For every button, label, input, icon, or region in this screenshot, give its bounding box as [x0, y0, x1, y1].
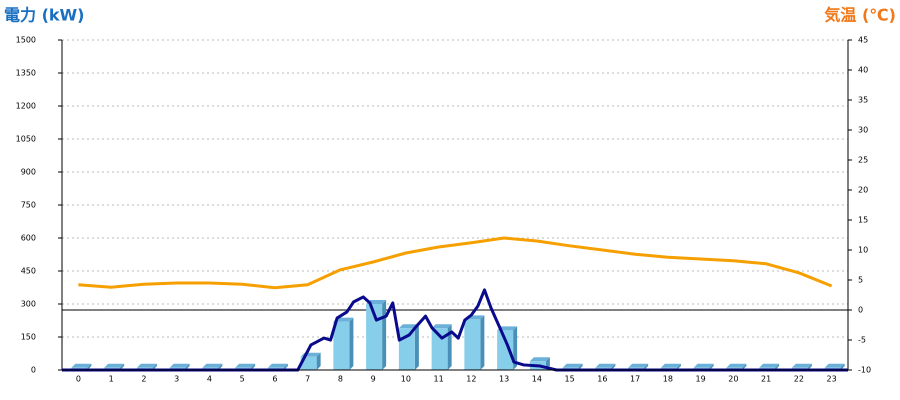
- bar-side: [709, 363, 714, 370]
- x-tick-label: 3: [174, 375, 179, 384]
- bar-top: [431, 324, 452, 329]
- x-tick-label: 20: [728, 375, 738, 384]
- bar-side: [251, 363, 256, 370]
- bar-top: [824, 363, 845, 368]
- bar-top: [267, 363, 288, 368]
- x-tick-label: 17: [630, 375, 640, 384]
- y2-tick-label: -10: [858, 366, 871, 375]
- bar: [398, 328, 415, 370]
- bar-side: [185, 363, 190, 370]
- x-tick-label: 22: [794, 375, 804, 384]
- bar-side: [414, 324, 419, 370]
- bar-top: [791, 363, 812, 368]
- y2-tick-label: 25: [858, 156, 868, 165]
- y2-tick-label: 40: [858, 66, 868, 75]
- bar-top: [235, 363, 256, 368]
- y2-tick-label: 35: [858, 96, 868, 105]
- y-tick-label: 900: [21, 168, 36, 177]
- x-tick-label: 0: [76, 375, 81, 384]
- x-tick-label: 19: [696, 375, 706, 384]
- bar-top: [595, 363, 616, 368]
- x-tick-label: 16: [597, 375, 607, 384]
- bar: [497, 330, 514, 370]
- y2-tick-label: 5: [858, 276, 863, 285]
- y-tick-label: 1350: [16, 69, 36, 78]
- bar-side: [644, 363, 649, 370]
- y-tick-label: 600: [21, 234, 36, 243]
- bar-side: [480, 315, 485, 370]
- y-tick-label: 750: [21, 201, 36, 210]
- bar-side: [578, 363, 583, 370]
- bar-side: [283, 363, 288, 370]
- bar-top: [759, 363, 780, 368]
- x-tick-label: 6: [272, 375, 277, 384]
- bar-top: [693, 363, 714, 368]
- x-tick-label: 9: [371, 375, 376, 384]
- bar-side: [742, 363, 747, 370]
- y2-tick-label: 20: [858, 186, 868, 195]
- bar-top: [71, 363, 92, 368]
- y-tick-label: 450: [21, 267, 36, 276]
- y2-tick-label: 0: [858, 306, 863, 315]
- temperature-line: [78, 236, 833, 290]
- x-tick-label: 13: [499, 375, 509, 384]
- bar-top: [562, 363, 583, 368]
- bar-top: [169, 363, 190, 368]
- y2-tick-label: 45: [858, 36, 868, 45]
- y2-axis-title: 気温 (℃): [824, 6, 896, 25]
- bar-side: [349, 317, 354, 370]
- bar: [464, 319, 481, 370]
- bar-top: [104, 363, 125, 368]
- x-tick-label: 1: [109, 375, 114, 384]
- x-tick-label: 15: [565, 375, 575, 384]
- x-tick-label: 23: [827, 375, 837, 384]
- x-tick-label: 11: [434, 375, 444, 384]
- bar-side: [87, 363, 92, 370]
- y-axis-title: 電力 (kW): [4, 6, 85, 25]
- bar: [333, 321, 350, 370]
- x-tick-label: 4: [207, 375, 212, 384]
- x-tick-label: 8: [338, 375, 343, 384]
- y-tick-label: 1200: [16, 102, 36, 111]
- x-tick-label: 7: [305, 375, 310, 384]
- y2-tick-label: 30: [858, 126, 868, 135]
- bar-side: [120, 363, 125, 370]
- bar-top: [660, 363, 681, 368]
- bar-side: [382, 300, 387, 370]
- y2-tick-label: 15: [858, 216, 868, 225]
- x-tick-label: 21: [761, 375, 771, 384]
- bar-top: [726, 363, 747, 368]
- bar-side: [676, 363, 681, 370]
- bar-top: [529, 357, 550, 362]
- y-tick-label: 1050: [16, 135, 36, 144]
- bar-side: [840, 363, 845, 370]
- bar-top: [628, 363, 649, 368]
- bar-top: [136, 363, 157, 368]
- x-tick-label: 12: [466, 375, 476, 384]
- x-tick-label: 2: [141, 375, 146, 384]
- x-tick-label: 14: [532, 375, 542, 384]
- y-tick-label: 150: [21, 333, 36, 342]
- bar-side: [611, 363, 616, 370]
- x-tick-label: 10: [401, 375, 411, 384]
- x-tick-label: 18: [663, 375, 673, 384]
- y-tick-label: 0: [31, 366, 36, 375]
- bar-side: [218, 363, 223, 370]
- bar-side: [807, 363, 812, 370]
- x-tick-label: 5: [240, 375, 245, 384]
- bar-side: [316, 352, 321, 370]
- y2-tick-label: -5: [858, 336, 866, 345]
- bar-top: [202, 363, 223, 368]
- y2-tick-label: 10: [858, 246, 868, 255]
- bar-side: [775, 363, 780, 370]
- bar-side: [152, 363, 157, 370]
- y-tick-label: 300: [21, 300, 36, 309]
- y-tick-label: 1500: [16, 36, 36, 45]
- power-line: [62, 288, 848, 372]
